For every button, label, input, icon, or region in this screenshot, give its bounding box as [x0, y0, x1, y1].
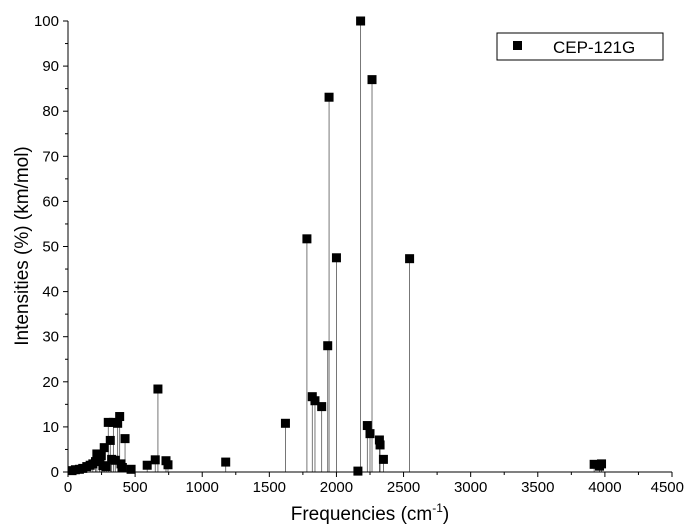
- data-point: [323, 341, 333, 351]
- y-tick-label: 50: [42, 239, 59, 256]
- data-point: [126, 464, 136, 474]
- data-point: [317, 402, 327, 412]
- data-point: [405, 254, 415, 264]
- y-tick-label: 60: [42, 193, 59, 210]
- x-axis-title-main: Frequencies (cm: [291, 504, 433, 525]
- data-point: [353, 466, 363, 476]
- legend-box: [496, 32, 664, 61]
- data-point: [597, 459, 607, 469]
- data-point: [378, 454, 388, 464]
- data-point: [362, 421, 372, 431]
- data-point: [324, 92, 334, 102]
- data-point: [110, 455, 120, 465]
- legend: CEP-121G: [496, 32, 664, 61]
- y-tick-label: 70: [42, 148, 59, 165]
- data-point: [365, 429, 375, 439]
- data-point: [115, 412, 125, 422]
- x-tick-label: 500: [123, 479, 148, 496]
- x-axis-title-superscript: -1: [432, 501, 443, 515]
- y-tick-label: 0: [51, 464, 59, 481]
- x-tick-label: 2000: [320, 479, 353, 496]
- axes: [67, 21, 672, 473]
- data-point: [221, 457, 231, 467]
- data-markers: [67, 16, 607, 476]
- data-point: [589, 459, 599, 469]
- data-point: [101, 462, 111, 472]
- x-tick-label: 1000: [186, 479, 219, 496]
- y-tick-label: 100: [34, 13, 59, 30]
- x-tick-label: 1500: [253, 479, 286, 496]
- data-point: [374, 435, 384, 445]
- plot-area: [67, 16, 607, 476]
- data-point: [96, 451, 106, 461]
- data-point: [150, 455, 160, 465]
- data-point: [153, 384, 163, 394]
- data-point: [142, 460, 152, 470]
- y-axis-title: Intensities (%) (km/mol): [12, 146, 33, 346]
- x-tick-label: 4500: [651, 479, 684, 496]
- y-tick-label: 40: [42, 284, 59, 301]
- data-point: [302, 234, 312, 244]
- x-tick-label: 2500: [387, 479, 420, 496]
- data-point: [120, 434, 130, 444]
- x-axis-ticks: 0 500 1000 1500 2000 2500 3000 3500 4000 4500: [64, 472, 684, 496]
- x-tick-label: 0: [64, 479, 72, 496]
- y-tick-label: 30: [42, 329, 59, 346]
- y-tick-label: 10: [42, 419, 59, 436]
- x-tick-label: 3500: [521, 479, 554, 496]
- drop-lines: [71, 21, 602, 472]
- y-tick-label: 20: [42, 374, 59, 391]
- data-point: [99, 443, 109, 453]
- legend-marker: [513, 41, 522, 50]
- x-tick-label: 4000: [588, 479, 621, 496]
- data-point: [105, 435, 115, 445]
- y-tick-label: 90: [42, 58, 59, 75]
- data-point: [356, 16, 366, 26]
- y-tick-label: 80: [42, 103, 59, 120]
- data-point: [163, 460, 173, 470]
- y-axis-ticks: 0 10 20 30 40 50 60 70 80 90 100: [34, 13, 68, 481]
- data-point: [375, 440, 385, 450]
- legend-label: CEP-121G: [553, 38, 635, 57]
- data-point: [280, 418, 290, 428]
- x-axis-title: Frequencies (cm-1): [291, 501, 450, 525]
- data-point: [113, 418, 123, 428]
- data-point: [117, 462, 127, 472]
- x-tick-label: 3000: [454, 479, 487, 496]
- data-point: [367, 75, 377, 85]
- x-axis-title-suffix: ): [443, 504, 449, 525]
- data-point: [103, 417, 113, 427]
- data-point: [310, 396, 320, 406]
- data-point: [331, 253, 341, 263]
